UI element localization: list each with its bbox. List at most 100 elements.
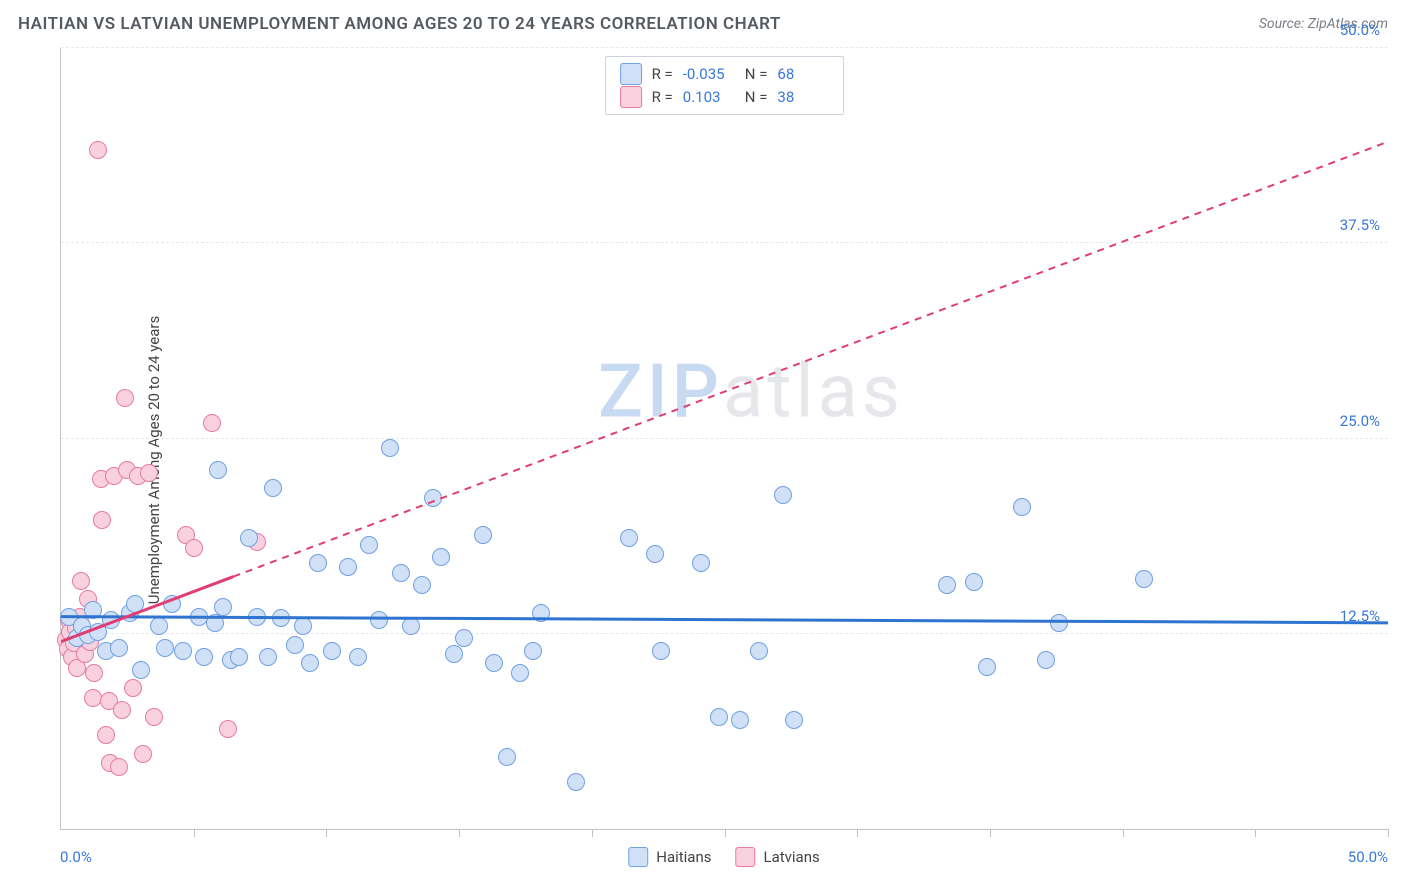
data-point-haitians	[132, 661, 150, 679]
data-point-haitians	[1013, 498, 1031, 516]
data-point-haitians	[646, 545, 664, 563]
data-point-haitians	[511, 664, 529, 682]
data-point-haitians	[1135, 570, 1153, 588]
x-axis-min: 0.0%	[60, 848, 92, 866]
chart-title: HAITIAN VS LATVIAN UNEMPLOYMENT AMONG AG…	[18, 14, 781, 34]
chart-container: Unemployment Among Ages 20 to 24 years Z…	[18, 48, 1388, 872]
gridline	[61, 242, 1388, 243]
data-point-latvians	[145, 708, 163, 726]
stats-n-label: N =	[745, 63, 768, 86]
legend-label-latvians: Latvians	[764, 848, 820, 866]
watermark: ZIPatlas	[598, 348, 904, 435]
data-point-haitians	[240, 529, 258, 547]
data-point-haitians	[349, 648, 367, 666]
data-point-latvians	[219, 720, 237, 738]
y-tick-label: 12.5%	[1340, 607, 1380, 625]
data-point-haitians	[620, 529, 638, 547]
data-point-haitians	[978, 658, 996, 676]
legend-swatch-latvians	[736, 847, 756, 867]
data-point-haitians	[206, 614, 224, 632]
data-point-latvians	[85, 664, 103, 682]
data-point-haitians	[710, 708, 728, 726]
legend-swatch-latvians	[620, 86, 642, 108]
stats-row-latvians: R = 0.103 N = 38	[620, 86, 830, 109]
x-tick	[592, 829, 593, 837]
y-tick-label: 50.0%	[1340, 21, 1380, 39]
data-point-haitians	[485, 654, 503, 672]
data-point-haitians	[126, 595, 144, 613]
data-point-latvians	[134, 745, 152, 763]
data-point-haitians	[965, 573, 983, 591]
data-point-haitians	[230, 648, 248, 666]
x-axis-row: 0.0% Haitians Latvians 50.0%	[60, 848, 1388, 866]
data-point-haitians	[163, 595, 181, 613]
data-point-latvians	[124, 679, 142, 697]
data-point-haitians	[259, 648, 277, 666]
stats-r-label: R =	[652, 63, 673, 86]
data-point-haitians	[272, 609, 290, 627]
x-axis-max: 50.0%	[1348, 848, 1388, 866]
stats-r-value: -0.035	[683, 63, 735, 86]
x-tick	[326, 829, 327, 837]
data-point-haitians	[156, 639, 174, 657]
x-tick	[459, 829, 460, 837]
x-tick	[1123, 829, 1124, 837]
data-point-latvians	[185, 539, 203, 557]
data-point-haitians	[785, 711, 803, 729]
x-tick	[194, 829, 195, 837]
data-point-haitians	[455, 629, 473, 647]
gridline	[61, 47, 1388, 48]
data-point-haitians	[248, 608, 266, 626]
data-point-haitians	[209, 461, 227, 479]
data-point-haitians	[264, 479, 282, 497]
data-point-haitians	[413, 576, 431, 594]
data-point-haitians	[214, 598, 232, 616]
data-point-haitians	[692, 554, 710, 572]
stats-n-value: 38	[777, 86, 829, 109]
data-point-haitians	[432, 548, 450, 566]
data-point-haitians	[750, 642, 768, 660]
data-point-haitians	[445, 645, 463, 663]
data-point-haitians	[567, 773, 585, 791]
legend-label-haitians: Haitians	[656, 848, 711, 866]
data-point-haitians	[339, 558, 357, 576]
data-point-haitians	[424, 489, 442, 507]
data-point-haitians	[402, 617, 420, 635]
data-point-latvians	[93, 511, 111, 529]
data-point-haitians	[84, 601, 102, 619]
data-point-latvians	[116, 389, 134, 407]
x-tick	[1255, 829, 1256, 837]
stats-n-value: 68	[777, 63, 829, 86]
data-point-haitians	[938, 576, 956, 594]
data-point-haitians	[360, 536, 378, 554]
y-tick-label: 25.0%	[1340, 412, 1380, 430]
data-point-haitians	[774, 486, 792, 504]
data-point-haitians	[150, 617, 168, 635]
stats-row-haitians: R = -0.035 N = 68	[620, 63, 830, 86]
x-tick	[725, 829, 726, 837]
data-point-haitians	[474, 526, 492, 544]
data-point-latvians	[113, 701, 131, 719]
data-point-haitians	[381, 439, 399, 457]
legend-swatch-haitians	[628, 847, 648, 867]
data-point-haitians	[301, 654, 319, 672]
data-point-haitians	[309, 554, 327, 572]
data-point-haitians	[370, 611, 388, 629]
data-point-latvians	[140, 464, 158, 482]
stats-n-label: N =	[745, 86, 768, 109]
bottom-legend: Haitians Latvians	[628, 847, 820, 867]
data-point-haitians	[294, 617, 312, 635]
plot-area: ZIPatlas R = -0.035 N = 68 R = 0.103 N = 38 12.…	[60, 48, 1388, 830]
data-point-haitians	[102, 611, 120, 629]
x-tick	[857, 829, 858, 837]
data-point-haitians	[392, 564, 410, 582]
legend-swatch-haitians	[620, 63, 642, 85]
stats-r-value: 0.103	[683, 86, 735, 109]
stats-r-label: R =	[652, 86, 673, 109]
data-point-haitians	[731, 711, 749, 729]
data-point-latvians	[97, 726, 115, 744]
legend-item-haitians: Haitians	[628, 847, 711, 867]
data-point-haitians	[1037, 651, 1055, 669]
data-point-latvians	[203, 414, 221, 432]
stats-legend: R = -0.035 N = 68 R = 0.103 N = 38	[605, 56, 845, 115]
